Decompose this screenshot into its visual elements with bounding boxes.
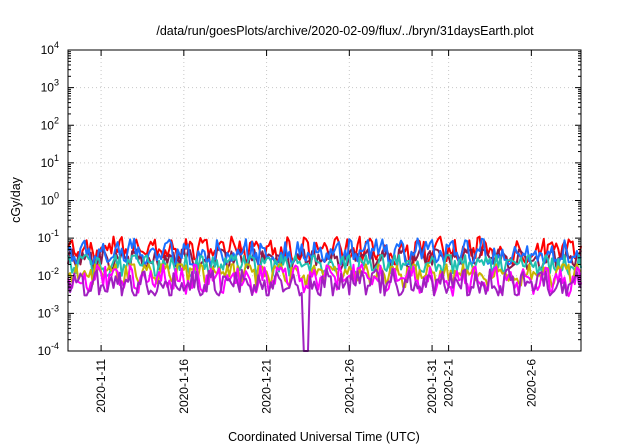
x-tick-label: 2020-1-21 — [260, 359, 274, 414]
y-axis-label: cGy/day — [9, 176, 23, 223]
y-tick-label: 10-1 — [38, 228, 59, 245]
x-tick-label: 2020-2-1 — [442, 359, 456, 407]
x-tick-label: 2020-1-16 — [177, 359, 191, 414]
x-tick-label: 2020-2-6 — [524, 359, 538, 407]
x-tick-label: 2020-1-11 — [94, 359, 108, 413]
x-tick-label: 2020-1-31 — [425, 359, 439, 414]
x-axis-ticks: 2020-1-11 2020-1-16 2020-1-21 2020-1-26 2020… — [94, 50, 538, 414]
y-tick-label: 104 — [41, 40, 59, 57]
series-line — [67, 254, 582, 277]
y-tick-label: 100 — [41, 191, 59, 208]
y-tick-label: 101 — [41, 153, 59, 170]
y-tick-label: 10-4 — [38, 341, 59, 358]
x-tick-label: 2020-1-26 — [342, 359, 356, 414]
series-line — [67, 268, 582, 352]
y-tick-label: 102 — [41, 115, 59, 132]
chart-title: /data/run/goesPlots/archive/2020-02-09/f… — [156, 24, 534, 38]
x-axis-label: Coordinated Universal Time (UTC) — [228, 430, 420, 444]
series-line — [67, 263, 582, 298]
plot-frame — [67, 49, 582, 352]
y-tick-label: 10-2 — [38, 266, 59, 283]
grid-lines — [68, 50, 581, 351]
y-axis-ticks: 10-4 10-3 10-2 10-1 100 101 102 103 104 — [38, 40, 581, 358]
y-tick-label: 10-3 — [38, 303, 59, 320]
y-tick-label: 103 — [41, 78, 59, 95]
series-layer — [67, 235, 582, 352]
